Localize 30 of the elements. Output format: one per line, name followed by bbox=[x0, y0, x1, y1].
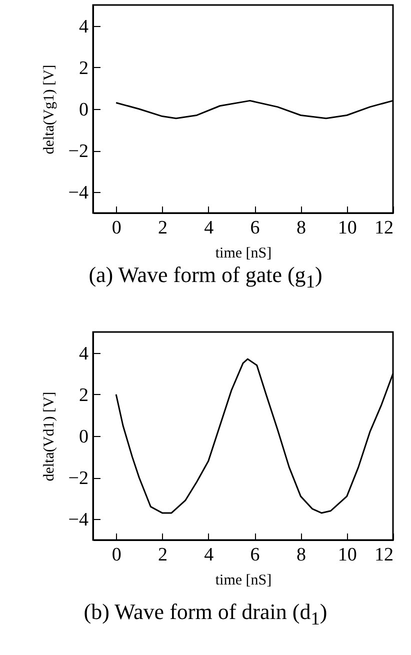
y-tick-label: −4 bbox=[68, 510, 89, 531]
x-tick-label: 10 bbox=[338, 218, 357, 238]
x-tick-label: 4 bbox=[204, 544, 214, 566]
y-tick-label: 4 bbox=[79, 16, 89, 38]
text: (b) Wave form of drain (d$_{1}$) bbox=[82, 599, 328, 630]
x-tick-label: 4 bbox=[204, 218, 214, 238]
x-tick-label: 0 bbox=[112, 218, 122, 238]
y-tick-label: 0 bbox=[79, 426, 88, 448]
y-tick-label: 2 bbox=[79, 384, 88, 406]
x-tick-label: 2 bbox=[158, 544, 168, 566]
x-tick-label: 8 bbox=[296, 544, 306, 566]
x-tick-label: 6 bbox=[250, 218, 260, 238]
x-tick-label: 12 bbox=[374, 544, 394, 566]
y-tick-label: −2 bbox=[68, 468, 88, 490]
y-tick-label: −2 bbox=[68, 141, 88, 162]
text: (a) Wave form of gate (g$_{1}$) bbox=[88, 262, 324, 292]
y-tick-label: −4 bbox=[68, 182, 89, 204]
y-tick-label: 0 bbox=[79, 100, 88, 120]
y-axis-title: delta(Vd1) [V] bbox=[41, 392, 58, 482]
x-axis-title: time [nS] bbox=[215, 246, 272, 262]
y-tick-label: 4 bbox=[79, 343, 89, 364]
y-tick-label: 2 bbox=[79, 58, 88, 79]
x-tick-label: 2 bbox=[158, 218, 168, 238]
x-tick-label: 12 bbox=[374, 218, 394, 238]
y-axis-title: delta(Vg1) [V] bbox=[41, 64, 58, 154]
x-axis-title: time [nS] bbox=[215, 572, 272, 588]
x-tick-label: 6 bbox=[250, 544, 260, 566]
x-tick-label: 10 bbox=[338, 544, 357, 566]
x-tick-label: 8 bbox=[296, 218, 306, 238]
x-tick-label: 0 bbox=[112, 544, 122, 566]
